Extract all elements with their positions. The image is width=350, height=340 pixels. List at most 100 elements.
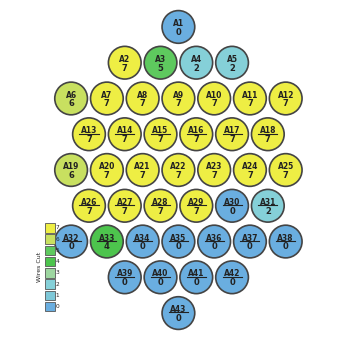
Text: 0: 0	[176, 28, 181, 37]
FancyBboxPatch shape	[45, 291, 55, 300]
Text: A11: A11	[242, 90, 258, 100]
Text: 7: 7	[140, 171, 146, 180]
Text: A15: A15	[152, 126, 169, 135]
Circle shape	[162, 297, 195, 329]
Text: 7: 7	[104, 99, 110, 108]
Text: 0: 0	[140, 242, 146, 252]
Text: 0: 0	[194, 278, 199, 287]
FancyBboxPatch shape	[45, 257, 55, 267]
Text: 7: 7	[194, 207, 199, 216]
Text: 6: 6	[68, 99, 74, 108]
Text: A37: A37	[242, 234, 258, 243]
Text: A31: A31	[260, 198, 276, 207]
Text: A41: A41	[188, 269, 204, 278]
Text: 0: 0	[229, 278, 235, 287]
Text: 0: 0	[122, 278, 128, 287]
Text: 7: 7	[283, 171, 289, 180]
FancyBboxPatch shape	[45, 279, 55, 289]
Text: 7: 7	[86, 135, 92, 144]
Circle shape	[108, 46, 141, 79]
Text: 0: 0	[247, 242, 253, 252]
Text: A8: A8	[137, 90, 148, 100]
Circle shape	[180, 46, 213, 79]
Text: 7: 7	[211, 171, 217, 180]
Text: A19: A19	[63, 162, 79, 171]
Text: 2: 2	[265, 207, 271, 216]
Text: A5: A5	[226, 55, 238, 64]
Circle shape	[55, 154, 88, 186]
Text: A6: A6	[65, 90, 77, 100]
Text: A10: A10	[206, 90, 222, 100]
FancyBboxPatch shape	[45, 268, 55, 278]
Circle shape	[126, 225, 159, 258]
Circle shape	[198, 154, 231, 186]
Text: 7: 7	[86, 207, 92, 216]
FancyBboxPatch shape	[45, 223, 55, 233]
Text: 3: 3	[56, 270, 60, 275]
Text: A26: A26	[81, 198, 97, 207]
Text: A28: A28	[152, 198, 169, 207]
Circle shape	[144, 118, 177, 151]
FancyBboxPatch shape	[45, 234, 55, 244]
Circle shape	[216, 118, 248, 151]
Text: Wires Cut: Wires Cut	[37, 251, 42, 282]
Text: A21: A21	[134, 162, 151, 171]
Text: 0: 0	[68, 242, 74, 252]
Text: A40: A40	[152, 269, 169, 278]
Text: 7: 7	[158, 207, 163, 216]
Text: 7: 7	[122, 64, 128, 73]
Text: A23: A23	[206, 162, 222, 171]
Text: 7: 7	[176, 171, 181, 180]
Text: A20: A20	[99, 162, 115, 171]
Circle shape	[55, 82, 88, 115]
Text: 2: 2	[229, 64, 235, 73]
Text: A2: A2	[119, 55, 130, 64]
Text: 7: 7	[283, 99, 289, 108]
Text: 7: 7	[229, 135, 235, 144]
Text: A43: A43	[170, 305, 187, 314]
Circle shape	[270, 82, 302, 115]
Circle shape	[108, 189, 141, 222]
Circle shape	[216, 189, 248, 222]
Text: 7: 7	[176, 99, 181, 108]
Circle shape	[162, 11, 195, 43]
Text: A35: A35	[170, 234, 187, 243]
Text: 5: 5	[158, 64, 163, 73]
Circle shape	[270, 225, 302, 258]
Circle shape	[126, 154, 159, 186]
Circle shape	[91, 225, 123, 258]
Text: A39: A39	[117, 269, 133, 278]
Text: A27: A27	[117, 198, 133, 207]
Circle shape	[144, 261, 177, 294]
Text: A13: A13	[81, 126, 97, 135]
Circle shape	[180, 118, 213, 151]
Circle shape	[55, 225, 88, 258]
Text: 2: 2	[56, 282, 60, 287]
Circle shape	[198, 225, 231, 258]
Text: 0: 0	[176, 314, 181, 323]
Text: A12: A12	[278, 90, 294, 100]
Circle shape	[233, 154, 266, 186]
Text: 7: 7	[265, 135, 271, 144]
Circle shape	[108, 118, 141, 151]
Circle shape	[162, 225, 195, 258]
Circle shape	[126, 82, 159, 115]
Text: A30: A30	[224, 198, 240, 207]
Text: 0: 0	[283, 242, 289, 252]
Text: 7: 7	[56, 225, 60, 231]
Circle shape	[251, 189, 284, 222]
Text: A14: A14	[117, 126, 133, 135]
Circle shape	[216, 261, 248, 294]
Text: 7: 7	[194, 135, 199, 144]
Text: A38: A38	[278, 234, 294, 243]
Circle shape	[144, 46, 177, 79]
Text: 7: 7	[158, 135, 163, 144]
FancyBboxPatch shape	[45, 302, 55, 311]
Circle shape	[144, 189, 177, 222]
Text: 0: 0	[56, 304, 60, 309]
Text: 0: 0	[229, 207, 235, 216]
Text: 7: 7	[122, 207, 128, 216]
Text: 4: 4	[104, 242, 110, 252]
Circle shape	[270, 154, 302, 186]
Circle shape	[73, 118, 105, 151]
